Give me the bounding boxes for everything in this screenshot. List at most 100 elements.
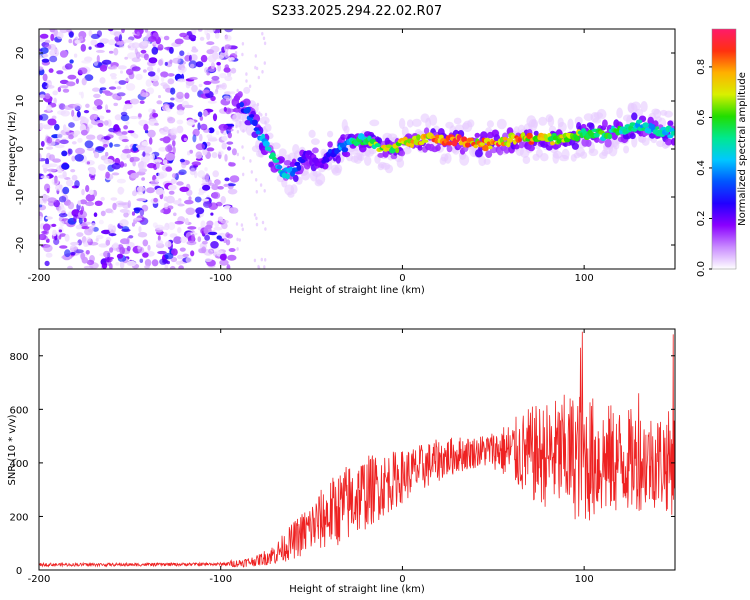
noise-blob (138, 113, 142, 118)
noise-blob (110, 76, 117, 80)
noise-blob (226, 264, 231, 269)
noise-blob (224, 154, 228, 162)
noise-blob (147, 162, 156, 169)
noise-blob (254, 54, 257, 58)
noise-blob (205, 173, 210, 182)
noise-blob (43, 244, 53, 253)
noise-blob (61, 150, 68, 157)
noise-blob (165, 153, 176, 161)
noise-blob (168, 190, 175, 195)
noise-blob (153, 197, 159, 203)
noise-blob (52, 229, 57, 237)
noise-blob (47, 118, 57, 126)
noise-blob (144, 265, 150, 269)
noise-blob (224, 177, 230, 182)
noise-blob (59, 50, 68, 58)
noise-blob (198, 191, 204, 196)
noise-blob (116, 92, 126, 97)
colorbar-tick-label: 0.6 (696, 109, 707, 125)
noise-blob (225, 232, 230, 238)
noise-blob (124, 78, 131, 82)
noise-blob (109, 73, 117, 78)
ridge-blob (538, 116, 548, 126)
noise-blob (200, 220, 206, 229)
noise-blob (86, 259, 95, 265)
noise-blob (228, 248, 236, 252)
ridge-blob (522, 156, 531, 164)
x-tick-label: 100 (575, 273, 594, 284)
noise-blob (219, 73, 227, 79)
noise-blob (51, 223, 57, 227)
noise-blob (144, 29, 149, 33)
ridge-blob (416, 134, 421, 141)
ridge-blob (335, 155, 341, 164)
noise-blob (86, 161, 91, 165)
noise-blob (164, 263, 169, 269)
noise-blob (159, 258, 168, 265)
noise-blob (145, 79, 152, 87)
noise-blob (226, 183, 236, 187)
noise-blob (81, 77, 87, 86)
spectrogram-y-ticks: -20 -10 0 10 20 (15, 47, 675, 253)
ridge-blob (276, 165, 283, 170)
noise-blob (139, 208, 145, 216)
noise-blob (236, 237, 239, 242)
noise-blob (105, 151, 109, 157)
noise-blob (187, 150, 191, 156)
ridge-blob (530, 119, 539, 128)
noise-blob (170, 127, 179, 136)
noise-blob (171, 248, 178, 256)
ridge-blob (395, 147, 400, 154)
noise-blob (204, 258, 212, 263)
noise-blob (183, 104, 194, 109)
noise-blob (78, 91, 82, 96)
noise-blob (126, 260, 137, 267)
noise-blob (135, 73, 143, 81)
noise-blob (120, 152, 128, 160)
noise-blob (139, 100, 145, 104)
noise-blob (99, 88, 103, 94)
noise-blob (223, 237, 228, 243)
noise-blob (197, 111, 203, 118)
noise-blob (203, 109, 208, 117)
ridge-blob (473, 144, 479, 149)
noise-blob (93, 212, 98, 217)
noise-blob (226, 141, 234, 145)
noise-blob (195, 207, 205, 215)
ridge-blob (547, 115, 555, 127)
noise-blob (167, 184, 177, 191)
noise-blob (236, 88, 239, 93)
noise-blob (54, 144, 65, 149)
noise-blob (108, 50, 114, 54)
noise-blob (165, 195, 175, 204)
noise-blob (215, 84, 220, 90)
noise-blob (52, 158, 61, 163)
noise-blob (133, 207, 143, 211)
y-tick-label: 200 (9, 512, 28, 523)
noise-blob (257, 266, 261, 269)
noise-blob (91, 222, 96, 229)
noise-blob (116, 86, 122, 90)
noise-blob (96, 146, 105, 151)
noise-blob (207, 138, 218, 142)
noise-blob (100, 210, 106, 217)
ridge-blob (444, 152, 452, 164)
noise-blob (40, 140, 45, 147)
noise-blob (81, 60, 91, 64)
noise-blob (126, 68, 134, 76)
noise-blob (121, 226, 130, 232)
noise-blob (227, 126, 233, 130)
noise-blob (163, 35, 170, 41)
noise-blob (179, 186, 189, 192)
noise-blob (77, 200, 81, 206)
noise-blob (203, 80, 212, 85)
ridge-blob (588, 148, 599, 157)
noise-blob (255, 190, 258, 194)
noise-blob (102, 143, 108, 148)
noise-blob (146, 66, 154, 72)
noise-blob (220, 127, 224, 134)
noise-blob (70, 169, 76, 173)
noise-blob (221, 82, 227, 90)
noise-blob (167, 205, 174, 210)
noise-blob (229, 57, 235, 61)
